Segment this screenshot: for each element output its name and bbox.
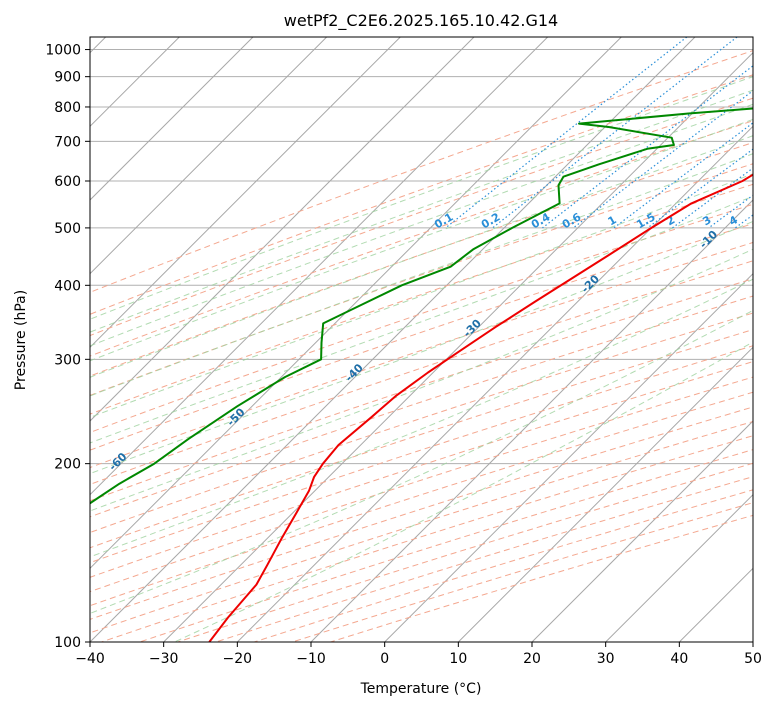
plot-background xyxy=(90,37,753,642)
isotherm-line xyxy=(90,37,401,349)
axes: −40 −30 −20 −10 0 10 20 30 40 50 100 200 300 400 500 60… xyxy=(45,43,762,667)
isotherm-label: -70 xyxy=(0,494,12,517)
dry-adiabat xyxy=(90,97,753,337)
dry-adiabat xyxy=(90,163,753,396)
mixing-ratio-line xyxy=(542,65,753,229)
moist-adiabat xyxy=(90,118,753,362)
isotherm-line xyxy=(90,37,622,570)
profile-series xyxy=(90,107,753,642)
moist-adiabat xyxy=(90,278,753,558)
dry-adiabat xyxy=(90,391,753,607)
mixing-ratio-line xyxy=(492,37,738,229)
x-tick-label: −20 xyxy=(223,651,253,667)
isotherm-line xyxy=(384,272,753,642)
y-tick-label: 200 xyxy=(54,457,81,473)
dry-adiabat xyxy=(90,50,753,293)
dry-adiabat xyxy=(90,260,753,485)
isotherm-line xyxy=(90,37,328,275)
y-tick-label: 1000 xyxy=(45,43,81,59)
x-tick-label: 10 xyxy=(449,651,467,667)
mixing-ratio-line xyxy=(572,89,753,229)
plot-frame xyxy=(89,36,754,643)
x-tick-label: 40 xyxy=(670,651,688,667)
x-axis-title: Temperature (°C) xyxy=(360,681,482,697)
dry-adiabat xyxy=(90,120,753,357)
y-tick-label: 300 xyxy=(54,352,81,368)
moist-adiabat xyxy=(90,89,753,333)
isotherm-line xyxy=(310,199,753,642)
moist-adiabat xyxy=(90,195,753,444)
mixing-ratio-label: 6 xyxy=(766,213,775,228)
y-tick-label: 600 xyxy=(54,174,81,190)
dry-adiabat xyxy=(90,278,753,502)
chart-title: wetPf2_C2E6.2025.165.10.42.G14 xyxy=(284,11,558,31)
x-tick-label: 50 xyxy=(744,651,762,667)
isotherm-line xyxy=(605,493,753,642)
y-tick-label: 100 xyxy=(54,635,81,651)
y-axis-title: Pressure (hPa) xyxy=(13,290,29,390)
isotherm-line xyxy=(90,37,475,422)
dry-adiabat xyxy=(90,142,753,377)
x-tick-label: −30 xyxy=(149,651,179,667)
dry-adiabat xyxy=(90,312,753,534)
x-tick-label: −40 xyxy=(75,651,105,667)
dewpoint-profile-line xyxy=(90,107,753,505)
isotherm-line xyxy=(752,641,753,642)
isotherm-line xyxy=(236,125,753,642)
isotherm-line xyxy=(90,37,696,642)
moist-adiabat xyxy=(90,173,753,418)
dry-adiabat xyxy=(90,329,753,549)
x-tick-label: 0 xyxy=(380,651,389,667)
mixing-ratio-line xyxy=(672,167,753,229)
isotherm-line xyxy=(90,37,254,201)
isotherm-line xyxy=(90,37,549,496)
moist-adiabat xyxy=(90,153,753,397)
y-tick-label: 800 xyxy=(54,100,81,116)
x-tick-label: 20 xyxy=(523,651,541,667)
isotherm-line xyxy=(531,420,753,642)
moist-adiabat xyxy=(90,248,753,512)
moist-adiabat xyxy=(90,76,753,320)
isotherm-line xyxy=(457,346,753,642)
dry-adiabat xyxy=(90,223,753,451)
x-tick-label: 30 xyxy=(597,651,615,667)
y-tick-label: 700 xyxy=(54,134,81,150)
dry-adiabat xyxy=(90,361,753,578)
dry-adiabat xyxy=(90,183,753,415)
temperature-profile-line xyxy=(208,173,753,642)
y-tick-label: 900 xyxy=(54,70,81,86)
dry-adiabat xyxy=(90,74,753,315)
y-tick-label: 500 xyxy=(54,221,81,237)
x-tick-label: −10 xyxy=(296,651,326,667)
y-tick-label: 400 xyxy=(54,278,81,294)
moist-adiabat xyxy=(90,220,753,475)
